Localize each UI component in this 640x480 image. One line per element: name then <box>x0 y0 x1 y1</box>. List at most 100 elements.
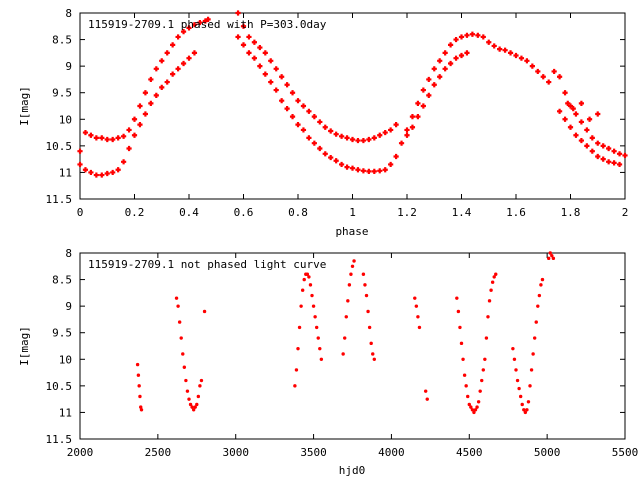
unphased-data-point <box>199 378 204 383</box>
unphased-data-point <box>181 352 185 356</box>
unphased-data-point <box>480 378 484 383</box>
unphased-data-point <box>302 277 306 282</box>
phased-data-point <box>475 32 481 38</box>
phased-x-tick-label: 2 <box>622 206 629 219</box>
unphased-data-point <box>311 304 316 308</box>
phased-data-point <box>584 127 590 133</box>
unphased-data-point <box>296 346 300 351</box>
phased-data-point <box>279 98 285 104</box>
unphased-data-point <box>486 315 490 319</box>
phased-data-point <box>524 58 530 64</box>
unphased-data-point <box>466 394 470 399</box>
phased-data-point <box>486 39 492 45</box>
phased-data-point <box>426 92 432 98</box>
phased-data-point <box>170 71 176 77</box>
phased-data-point <box>622 152 628 159</box>
phased-data-point <box>611 148 617 154</box>
phased-data-point <box>126 145 132 152</box>
unphased-x-tick-label: 2500 <box>145 446 172 459</box>
phased-x-tick-label: 1 <box>349 206 356 219</box>
unphased-data-point <box>300 288 305 292</box>
unphased-data-point <box>316 336 320 340</box>
unphased-data-point <box>467 402 471 407</box>
phased-data-point <box>268 79 274 85</box>
phased-data-point <box>546 79 552 85</box>
phased-data-point <box>93 135 99 141</box>
phased-data-point <box>578 137 584 144</box>
phased-data-point <box>344 135 350 141</box>
phased-data-point <box>415 114 421 120</box>
phased-data-point <box>349 165 356 171</box>
phased-data-point <box>382 167 388 173</box>
phased-data-point <box>377 168 383 174</box>
phased-data-point <box>311 140 317 146</box>
unphased-data-point <box>539 283 543 287</box>
phased-data-point <box>289 114 296 120</box>
unphased-data-point <box>369 341 373 346</box>
phased-y-tick-label: 8 <box>65 7 72 20</box>
unphased-data-point <box>293 384 297 388</box>
phased-data-point <box>409 124 416 130</box>
unphased-y-tick-label: 10 <box>59 353 72 366</box>
phased-data-point <box>448 42 454 48</box>
phased-data-point <box>371 168 377 174</box>
unphased-data-point <box>472 410 476 415</box>
phased-data-point <box>82 129 89 136</box>
phased-data-point <box>453 36 459 43</box>
phased-data-point <box>300 127 307 133</box>
phased-data-point <box>104 170 110 177</box>
phased-data-point <box>442 66 448 72</box>
phased-data-point <box>355 137 361 144</box>
phased-data-point <box>240 42 247 48</box>
phased-data-point <box>595 111 601 117</box>
phased-data-point <box>180 29 187 35</box>
phased-data-point <box>306 135 312 141</box>
unphased-data-point <box>531 352 535 356</box>
unphased-data-point <box>520 402 524 407</box>
unphased-data-point <box>314 325 319 330</box>
phased-data-point <box>366 136 372 143</box>
phased-data-point <box>186 55 192 61</box>
phased-data-point <box>148 100 154 106</box>
unphased-x-tick-label: 4000 <box>378 446 405 459</box>
phased-data-point <box>595 140 601 146</box>
phased-y-tick-label: 11 <box>59 166 72 179</box>
phased-data-point <box>289 90 296 96</box>
phased-data-point <box>589 148 595 154</box>
unphased-data-point <box>478 389 482 393</box>
phased-data-point <box>121 159 127 165</box>
phased-data-point <box>584 143 590 149</box>
phased-y-tick-label: 10.5 <box>46 140 73 153</box>
unphased-data-point <box>456 309 461 314</box>
phased-data-point <box>469 31 475 37</box>
unphased-data-point <box>413 296 417 300</box>
phased-data-point <box>371 135 377 141</box>
unphased-data-point <box>297 325 302 330</box>
phased-data-point <box>205 16 211 22</box>
phased-data-point <box>142 90 148 96</box>
unphased-data-point <box>484 336 489 340</box>
phased-data-point <box>235 34 241 40</box>
unphased-data-point <box>476 400 481 404</box>
unphased-data-point <box>459 341 464 346</box>
phased-y-axis-label: I[mag] <box>18 86 31 126</box>
phased-y-tick-label: 10 <box>59 113 72 126</box>
unphased-y-tick-label: 11.5 <box>46 433 73 446</box>
unphased-data-point <box>522 408 526 412</box>
phased-data-point <box>448 60 454 67</box>
phased-data-point <box>322 124 328 130</box>
unphased-data-point <box>483 357 487 361</box>
unphased-data-point <box>363 283 367 287</box>
phased-data-point <box>404 132 410 138</box>
unphased-data-point <box>182 365 187 369</box>
unphased-data-point <box>455 296 459 300</box>
phased-data-point <box>131 132 138 138</box>
unphased-data-point <box>136 373 141 377</box>
phased-data-point <box>557 74 563 80</box>
phased-data-point <box>431 66 437 72</box>
phased-data-point <box>529 63 535 69</box>
phased-data-point <box>110 169 116 176</box>
phased-data-point <box>77 148 83 154</box>
phased-data-point <box>366 168 372 174</box>
phased-data-point <box>415 100 421 106</box>
